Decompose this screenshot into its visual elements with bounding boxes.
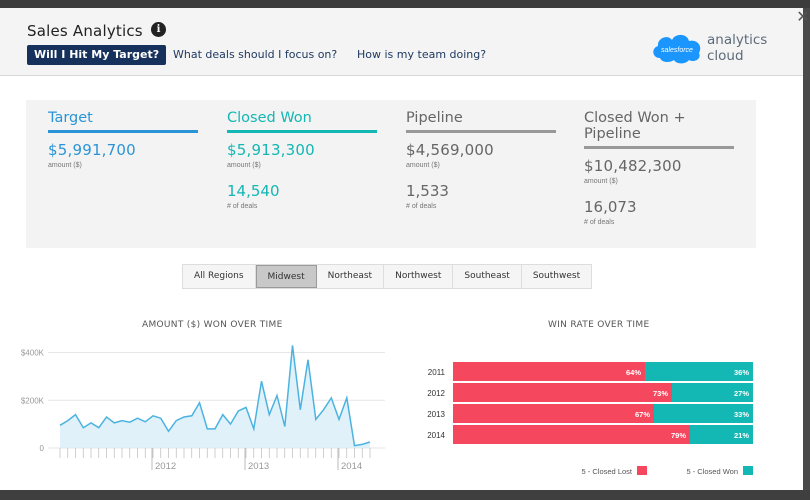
amount-won-area-chart: $400K $200K 0 2012 2013 2014 (21, 345, 385, 472)
kpi-target: Target $5,991,700 amount ($) (48, 110, 198, 169)
category-label: 2011 (428, 368, 446, 377)
data-label-won: 33% (734, 410, 749, 419)
logo-product-text: analytics cloud (707, 32, 768, 64)
kpi-value: $10,482,300 (584, 157, 682, 175)
legend-swatch-lost (637, 466, 647, 475)
salesforce-cloud-logo: salesforce (653, 34, 701, 64)
bar-closed-won[interactable] (690, 425, 753, 444)
legend-label-lost: 5 - Closed Lost (582, 467, 633, 476)
tab-will-i-hit-my-target[interactable]: Will I Hit My Target? (27, 45, 167, 65)
tab-team-performance[interactable]: How is my team doing? (357, 48, 487, 61)
data-label-won: 36% (734, 368, 749, 377)
filter-northeast[interactable]: Northeast (317, 265, 385, 288)
amount-chart-title: AMOUNT ($) WON OVER TIME (142, 320, 283, 330)
dashboard-header: Sales Analytics i Will I Hit My Target? … (0, 8, 803, 76)
kpi-rule (584, 146, 734, 149)
data-label-lost: 79% (671, 431, 686, 440)
kpi-panel: Target $5,991,700 amount ($) Closed Won … (26, 100, 756, 248)
win-rate-chart-title: WIN RATE OVER TIME (548, 320, 650, 330)
filter-all-regions[interactable]: All Regions (183, 265, 256, 288)
bar-closed-lost[interactable] (453, 362, 645, 381)
kpi-title: Closed Won (227, 110, 312, 126)
kpi-unit: amount ($) (584, 178, 618, 185)
legend-label-won: 5 - Closed Won (686, 467, 738, 476)
win-rate-bar-chart: 2011 64% 36% 2012 73% 27% 2013 67% 33% 2014 79% 21%… (427, 362, 753, 476)
kpi-count: 16,073 (584, 198, 637, 216)
info-icon[interactable]: i (151, 22, 166, 37)
kpi-count-unit: # of deals (584, 219, 615, 226)
bar-closed-lost[interactable] (453, 425, 690, 444)
kpi-rule (48, 130, 198, 133)
kpi-title: Closed Won + Pipeline (584, 110, 686, 142)
kpi-value: $5,991,700 (48, 141, 136, 159)
data-label-won: 27% (734, 389, 749, 398)
kpi-unit: amount ($) (48, 162, 82, 169)
close-icon[interactable]: ✕ (796, 7, 810, 26)
kpi-pipeline: Pipeline $4,569,000 amount ($) 1,533 # o… (406, 110, 556, 210)
kpi-title: Target (48, 110, 93, 126)
y-tick-label: $400K (21, 349, 45, 358)
kpi-rule (406, 130, 556, 133)
category-label: 2012 (427, 389, 445, 398)
bar-closed-won[interactable] (645, 362, 753, 381)
backdrop-bottom (0, 490, 810, 500)
logo-cloud-text: salesforce (661, 47, 693, 54)
legend-swatch-won (743, 466, 753, 475)
series-area (60, 345, 370, 448)
filter-southwest[interactable]: Southwest (532, 271, 581, 281)
kpi-count-unit: # of deals (406, 203, 437, 210)
data-label-lost: 67% (635, 410, 650, 419)
kpi-count-unit: # of deals (227, 203, 258, 210)
backdrop-top (0, 0, 810, 8)
kpi-unit: amount ($) (227, 162, 261, 169)
kpi-value: $4,569,000 (406, 141, 494, 159)
category-label: 2014 (427, 431, 445, 440)
bar-closed-won[interactable] (654, 404, 753, 423)
bar-closed-lost[interactable] (453, 404, 654, 423)
x-tick-label: 2013 (248, 461, 269, 472)
kpi-title: Pipeline (406, 110, 463, 126)
kpi-unit: amount ($) (406, 162, 440, 169)
bar-closed-won[interactable] (672, 383, 753, 402)
kpi-count: 14,540 (227, 182, 280, 200)
region-filter-bar: All Regions Midwest Northeast Northwest … (182, 264, 593, 289)
kpi-value: $5,913,300 (227, 141, 315, 159)
series-line (59, 345, 371, 447)
app-title: Sales Analytics (27, 22, 143, 40)
kpi-closed-won: Closed Won $5,913,300 amount ($) 14,540 … (227, 110, 377, 210)
x-tick-label: 2014 (341, 461, 362, 472)
filter-southeast[interactable]: Southeast (453, 265, 522, 288)
tab-deals-to-focus[interactable]: What deals should I focus on? (173, 48, 338, 61)
kpi-count: 1,533 (406, 182, 449, 200)
data-label-won: 21% (734, 431, 749, 440)
x-tick-label: 2012 (155, 461, 176, 472)
data-label-lost: 73% (653, 389, 668, 398)
y-tick-label: $200K (21, 396, 45, 405)
kpi-rule (227, 130, 377, 133)
bar-closed-lost[interactable] (453, 383, 672, 402)
dashboard-modal: Sales Analytics i Will I Hit My Target? … (0, 8, 803, 490)
category-label: 2013 (427, 410, 445, 419)
y-tick-label: 0 (40, 444, 45, 453)
filter-northwest[interactable]: Northwest (384, 265, 454, 288)
data-label-lost: 64% (626, 368, 641, 377)
kpi-closed-won-plus-pipeline: Closed Won + Pipeline $10,482,300 amount… (584, 110, 734, 226)
filter-midwest[interactable]: Midwest (255, 265, 317, 288)
